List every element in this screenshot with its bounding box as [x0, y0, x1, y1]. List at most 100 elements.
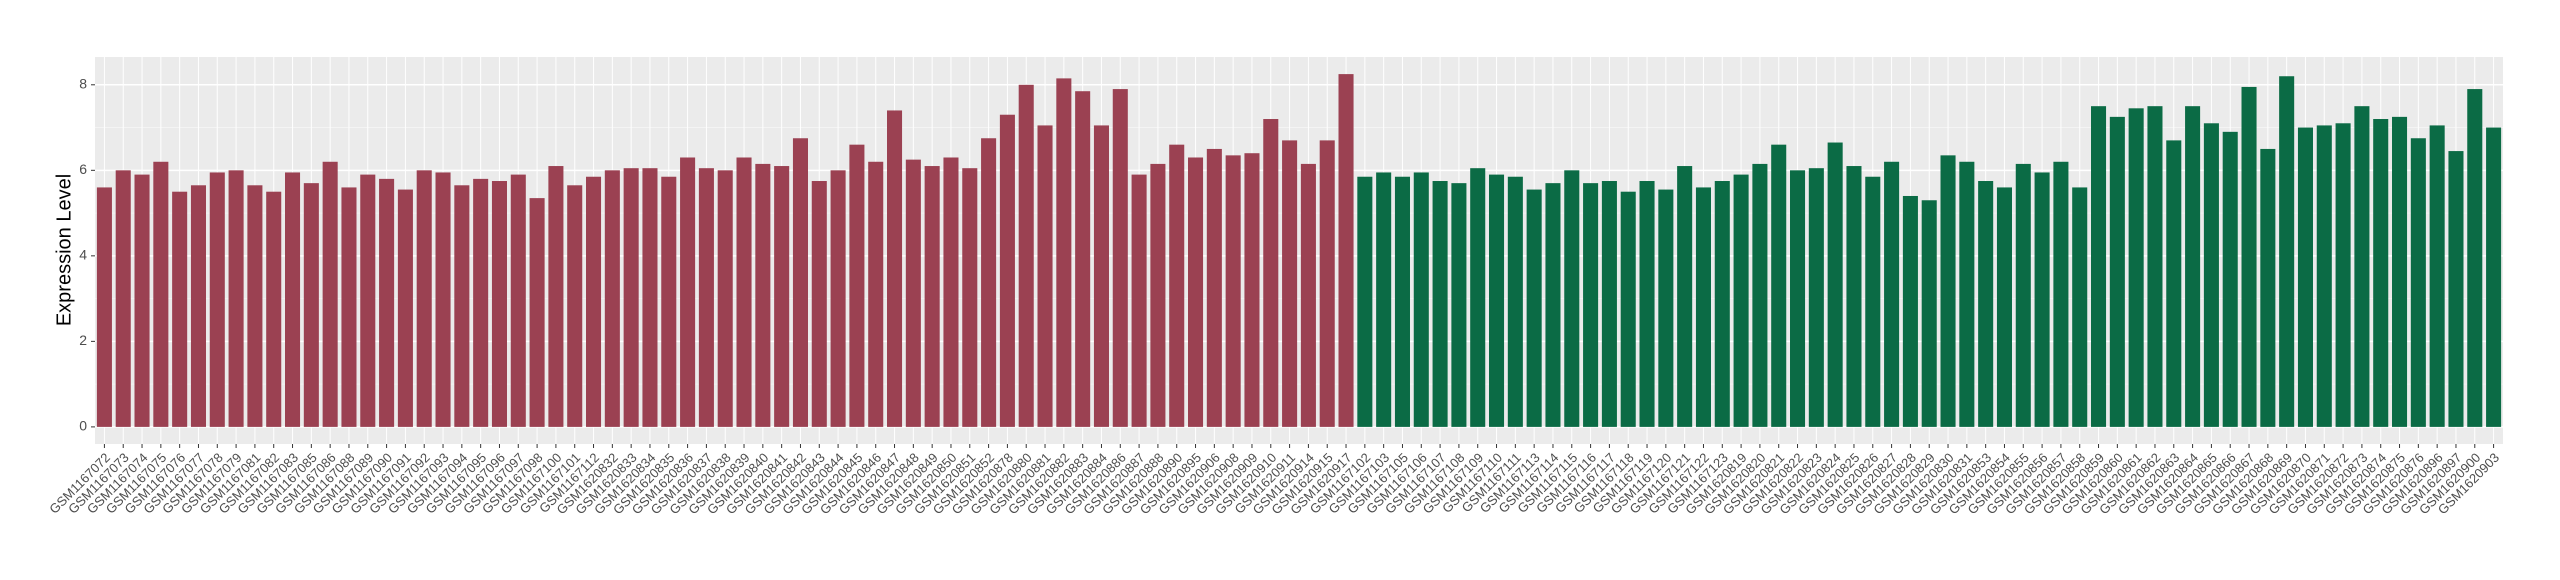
bar — [567, 185, 583, 427]
bar — [2392, 116, 2408, 427]
bar — [1507, 176, 1523, 427]
bar — [604, 170, 620, 427]
y-axis-title: Expression Level — [53, 174, 75, 326]
bar — [379, 178, 395, 427]
bar — [416, 170, 432, 427]
bar — [1376, 172, 1392, 427]
bar — [661, 176, 677, 427]
bar — [698, 168, 714, 427]
bar — [2166, 140, 2182, 427]
bar — [1808, 168, 1824, 427]
bar — [1771, 144, 1787, 427]
bar — [905, 159, 921, 427]
bar — [1827, 142, 1843, 427]
bar — [680, 157, 696, 427]
bar — [153, 161, 169, 427]
bar — [1432, 181, 1448, 427]
bar — [1206, 148, 1222, 427]
bar — [285, 172, 301, 427]
bar — [1225, 155, 1241, 427]
bar — [491, 181, 507, 427]
bar — [548, 166, 564, 427]
bar — [2486, 127, 2502, 427]
bar — [736, 157, 752, 427]
bar — [2185, 106, 2201, 427]
bar — [134, 174, 150, 427]
bar — [172, 191, 188, 427]
bar — [1489, 174, 1505, 427]
bar — [1865, 176, 1881, 427]
bar — [792, 138, 808, 427]
bar — [943, 157, 959, 427]
bar — [1470, 168, 1486, 427]
bar — [1639, 181, 1655, 427]
y-tick-label: 6 — [79, 161, 87, 177]
bar — [1093, 125, 1109, 427]
bar — [2373, 119, 2389, 427]
bar — [1714, 181, 1730, 427]
bar — [1733, 174, 1749, 427]
bar — [623, 168, 639, 427]
bar — [849, 144, 865, 427]
bar — [266, 191, 282, 427]
y-tick-label: 8 — [79, 75, 87, 91]
bar — [2354, 106, 2370, 427]
bar — [1752, 163, 1768, 427]
bar — [322, 161, 338, 427]
bar — [2279, 76, 2295, 427]
bar — [303, 183, 319, 427]
bar — [1338, 74, 1354, 427]
bar — [1131, 174, 1147, 427]
bar — [2128, 108, 2144, 427]
bar — [1620, 191, 1636, 427]
bar — [924, 166, 940, 427]
bar — [1188, 157, 1204, 427]
bar — [1601, 181, 1617, 427]
bar — [1978, 181, 1994, 427]
bar — [341, 187, 357, 427]
bar — [2072, 187, 2088, 427]
bar — [510, 174, 526, 427]
bar — [1282, 140, 1298, 427]
bar — [115, 170, 131, 427]
bar — [2034, 172, 2050, 427]
bar — [1451, 183, 1467, 427]
bar — [2091, 106, 2107, 427]
bar — [1790, 170, 1806, 427]
bar — [1695, 187, 1711, 427]
bar — [1884, 161, 1900, 427]
bar — [2241, 86, 2257, 427]
bar — [2335, 123, 2351, 427]
bar — [2429, 125, 2445, 427]
bar — [96, 187, 112, 427]
bar — [1658, 189, 1674, 427]
bar — [830, 170, 846, 427]
bar — [755, 163, 771, 427]
bar — [1169, 144, 1185, 427]
bar — [1357, 176, 1373, 427]
bar — [1996, 187, 2012, 427]
bar — [190, 185, 206, 427]
bar — [1150, 163, 1166, 427]
bar — [2015, 163, 2031, 427]
y-tick-label: 2 — [79, 332, 87, 348]
bar — [2222, 131, 2238, 427]
bar — [1677, 166, 1693, 427]
bar — [1902, 195, 1918, 427]
bar — [454, 185, 470, 427]
bar — [1846, 166, 1862, 427]
bar — [642, 168, 658, 427]
bar — [999, 114, 1015, 427]
bar — [2203, 123, 2219, 427]
bar — [2316, 125, 2332, 427]
bar — [1112, 89, 1128, 427]
bar — [2297, 127, 2313, 427]
bar — [774, 166, 790, 427]
bar — [811, 181, 827, 427]
bar — [2053, 161, 2069, 427]
bar — [397, 189, 413, 427]
bar — [2448, 151, 2464, 427]
bar — [1564, 170, 1580, 427]
bar — [435, 172, 451, 427]
